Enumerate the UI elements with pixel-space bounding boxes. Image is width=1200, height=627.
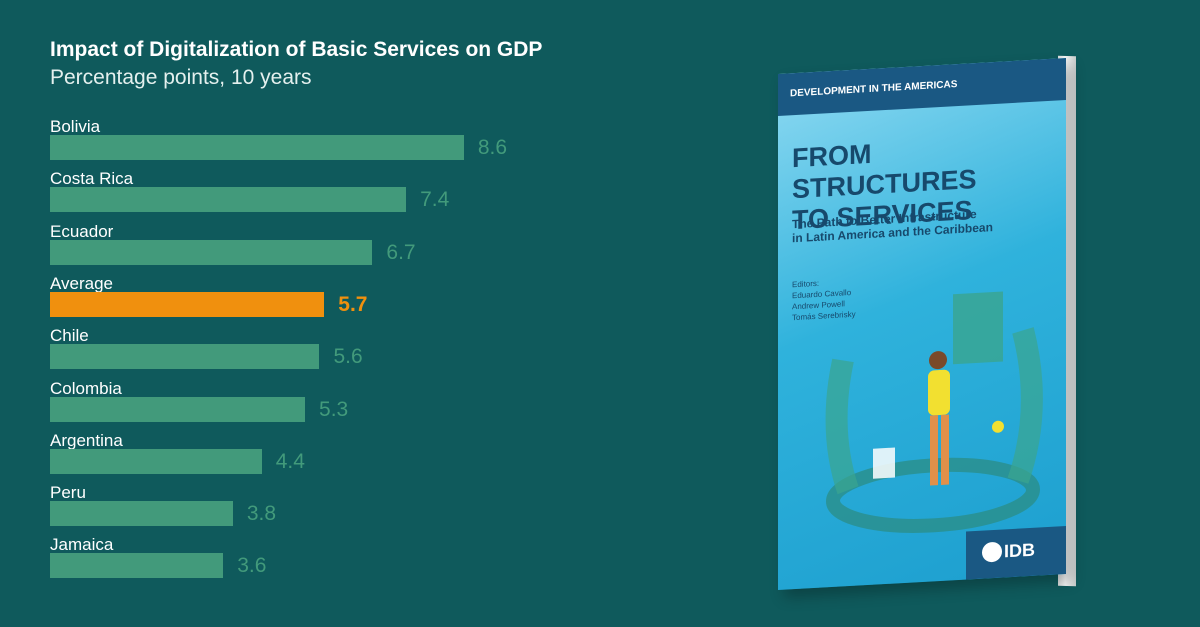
category-label: Average [50,273,114,293]
value-label: 7.4 [420,188,450,212]
bar [50,553,224,579]
idb-logo-icon [982,541,1002,563]
chart-title: Impact of Digitalization of Basic Servic… [50,38,543,61]
bar [50,501,233,527]
value-label: 5.6 [333,345,363,369]
book-cover: DEVELOPMENT IN THE AMERICAS FROM STRUCTU… [778,57,1066,591]
publisher-name: IDB [1004,539,1035,562]
category-label: Colombia [50,378,122,398]
bar [50,396,306,422]
category-label: Ecuador [50,221,114,241]
bar [50,187,407,213]
category-label: Argentina [50,430,123,450]
value-label: 5.3 [319,397,349,421]
bar [50,344,320,370]
value-label: 4.4 [275,449,305,473]
value-label: 3.8 [246,502,277,526]
value-label: 8.6 [477,136,508,159]
bar [50,135,464,160]
book-publisher-banner: IDB [966,525,1066,580]
category-label: Costa Rica [50,169,134,189]
book-series-banner: DEVELOPMENT IN THE AMERICAS [778,57,1066,117]
book-illustration [825,291,1043,533]
value-label: 3.6 [237,554,267,578]
value-label: 6.7 [386,240,416,264]
category-label: Peru [50,483,86,503]
bar [50,448,262,474]
chart-subtitle: Percentage points, 10 years [50,66,312,89]
bar-chart: Bolivia 8.6 Costa Rica 7.4 Ecuador 6.7 Average… [50,117,508,579]
category-label: Chile [50,326,89,346]
value-label: 5.7 [338,292,368,316]
book-cover-image: DEVELOPMENT IN THE AMERICAS FROM STRUCTU… [778,50,1078,595]
bar [50,291,325,317]
book-series-label: DEVELOPMENT IN THE AMERICAS [790,79,958,100]
bar [50,239,373,265]
category-label: Bolivia [50,117,101,136]
category-label: Jamaica [50,535,114,555]
